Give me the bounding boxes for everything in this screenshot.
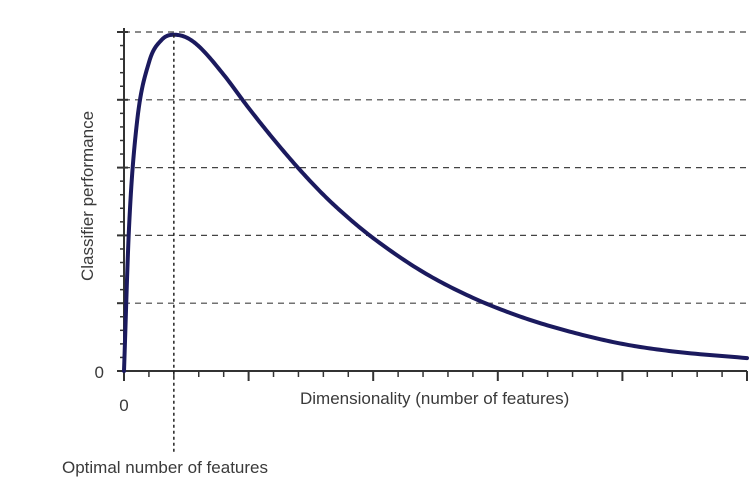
x-tick-label: 0 — [119, 396, 128, 415]
performance-curve — [122, 32, 749, 373]
axis-ticks — [117, 31, 748, 381]
y-tick-label: 0 — [95, 363, 104, 382]
chart-axes — [123, 28, 747, 372]
x-axis-label: Dimensionality (number of features) — [300, 389, 569, 408]
series-group — [122, 32, 749, 373]
y-axis-label: Classifier performance — [78, 111, 97, 281]
optimal-features-annotation: Optimal number of features — [62, 458, 268, 477]
grid-lines — [124, 31, 747, 304]
